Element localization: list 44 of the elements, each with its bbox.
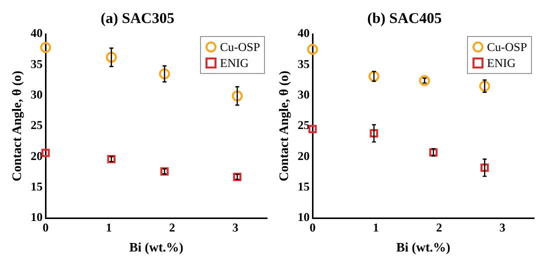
chart-title: (b) SAC405 bbox=[367, 10, 442, 27]
point bbox=[232, 90, 243, 102]
x-tick-label: 1 bbox=[106, 220, 112, 234]
chart-title: (a) SAC305 bbox=[100, 10, 174, 27]
legend-label: Cu-OSP bbox=[220, 39, 260, 55]
x-tick-label: 2 bbox=[436, 220, 442, 234]
point bbox=[370, 129, 378, 138]
y-axis-title: Contact Angle, θ (o) bbox=[276, 70, 292, 182]
point bbox=[41, 148, 50, 158]
x-tick-label: 0 bbox=[310, 220, 316, 234]
y-tick-label: 10 bbox=[30, 210, 43, 224]
y-tick-label: 15 bbox=[298, 179, 310, 194]
x-tick-label: 0 bbox=[42, 220, 49, 234]
y-tick-label: 25 bbox=[298, 118, 310, 132]
point bbox=[308, 124, 317, 134]
y-tick-label: 25 bbox=[30, 118, 43, 132]
point bbox=[480, 164, 489, 172]
y-tick-label: 30 bbox=[298, 87, 310, 102]
point bbox=[40, 42, 52, 53]
y-tick-label: 10 bbox=[298, 210, 310, 224]
x-tick-label: 1 bbox=[372, 220, 379, 234]
x-axis-title: Bi (wt.%) bbox=[129, 240, 184, 255]
legend-label: ENIG bbox=[486, 55, 516, 71]
y-tick-label: 40 bbox=[30, 26, 43, 40]
point bbox=[106, 52, 117, 63]
y-tick-label: 30 bbox=[30, 87, 43, 102]
y-axis-title: Contact Angle, θ (o) bbox=[9, 70, 24, 182]
point bbox=[479, 80, 490, 92]
y-tick-label: 35 bbox=[30, 56, 43, 71]
y-tick-label: 20 bbox=[298, 148, 310, 163]
point bbox=[368, 70, 380, 82]
y-tick-label: 15 bbox=[30, 179, 43, 194]
legend-label: ENIG bbox=[220, 55, 249, 71]
point bbox=[419, 75, 430, 86]
point bbox=[159, 68, 170, 80]
y-tick-label: 35 bbox=[298, 56, 310, 71]
point bbox=[307, 44, 318, 55]
x-axis-title: Bi (wt.%) bbox=[396, 240, 450, 255]
y-tick-label: 40 bbox=[298, 26, 310, 40]
legend-label: Cu-OSP bbox=[486, 39, 527, 55]
y-tick-label: 20 bbox=[30, 148, 43, 163]
x-tick-label: 3 bbox=[232, 220, 238, 234]
x-tick-label: 2 bbox=[169, 220, 176, 234]
x-tick-label: 3 bbox=[499, 220, 506, 234]
